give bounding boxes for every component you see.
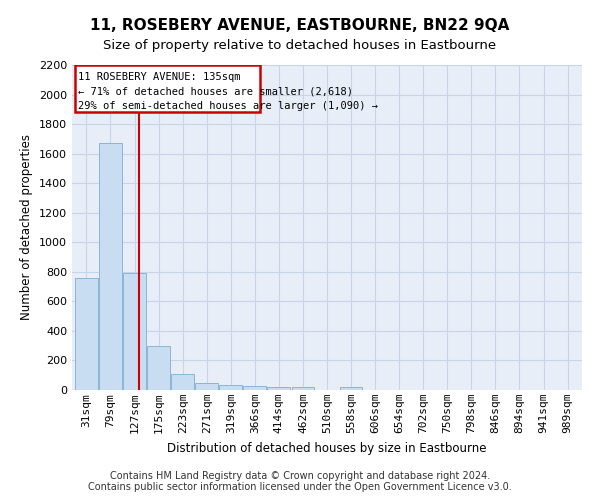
Bar [268,387,290,390]
Bar [123,274,146,390]
Bar [220,385,242,390]
Bar [99,144,122,390]
Bar [75,278,98,390]
X-axis label: Distribution of detached houses by size in Eastbourne: Distribution of detached houses by size … [167,442,487,454]
Text: Contains HM Land Registry data © Crown copyright and database right 2024.: Contains HM Land Registry data © Crown c… [110,471,490,481]
Text: Size of property relative to detached houses in Eastbourne: Size of property relative to detached ho… [103,39,497,52]
Bar [340,387,362,390]
Bar [244,386,266,390]
Text: 29% of semi-detached houses are larger (1,090) →: 29% of semi-detached houses are larger (… [79,101,379,111]
Text: ← 71% of detached houses are smaller (2,618): ← 71% of detached houses are smaller (2,… [79,86,353,97]
Bar [292,387,314,390]
Text: 11, ROSEBERY AVENUE, EASTBOURNE, BN22 9QA: 11, ROSEBERY AVENUE, EASTBOURNE, BN22 9Q… [91,18,509,32]
Y-axis label: Number of detached properties: Number of detached properties [20,134,34,320]
Bar [171,374,194,390]
Text: Contains public sector information licensed under the Open Government Licence v3: Contains public sector information licen… [88,482,512,492]
Bar [195,384,218,390]
Bar [147,346,170,390]
Text: 11 ROSEBERY AVENUE: 135sqm: 11 ROSEBERY AVENUE: 135sqm [79,72,241,83]
Bar [75,65,260,112]
